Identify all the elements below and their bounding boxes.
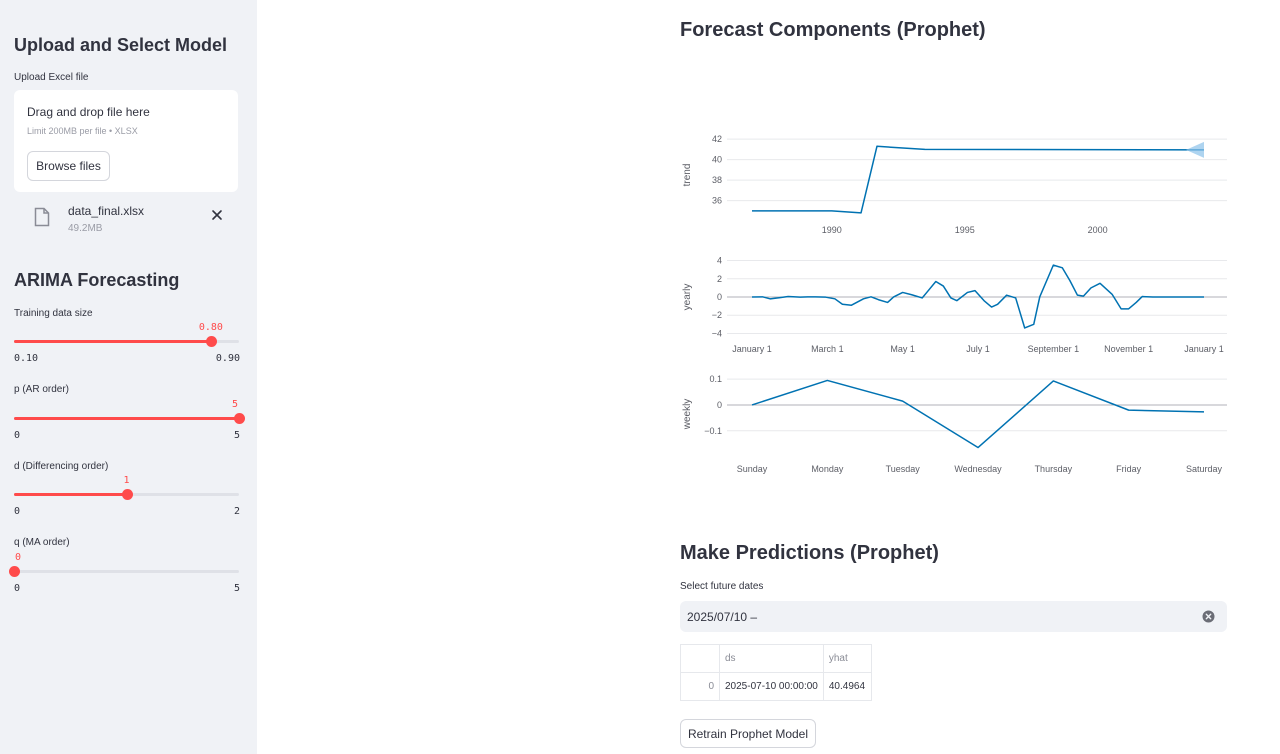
y-tick-label: 0 (717, 292, 722, 302)
x-tick-label: September 1 (1028, 344, 1080, 354)
y-axis-label: yearly (682, 284, 693, 311)
series-line (752, 145, 1205, 214)
d-order-slider[interactable]: 1 0 2 (14, 475, 240, 518)
upload-label: Upload Excel file (14, 72, 89, 83)
slider-value: 1 (123, 475, 130, 486)
browse-files-button[interactable]: Browse files (27, 151, 110, 181)
slider-label-d: d (Differencing order) (14, 461, 109, 472)
slider-fill (14, 417, 239, 420)
table-cell: 0 (680, 672, 720, 701)
x-tick-label: 1990 (822, 225, 842, 235)
y-tick-label: 0.1 (709, 374, 722, 384)
column-header (680, 644, 720, 673)
x-tick-label: Wednesday (954, 464, 1002, 474)
slider-min: 0 (14, 506, 21, 517)
dates-label: Select future dates (680, 581, 764, 592)
x-tick-label: March 1 (811, 344, 844, 354)
date-input-value: 2025/07/10 – (687, 610, 758, 624)
y-axis-label: weekly (682, 399, 693, 431)
slider-thumb[interactable] (205, 336, 217, 347)
predictions-table: ds yhat 0 2025-07-10 00:00:00 40.4964 (680, 644, 872, 701)
y-tick-label: 0 (717, 400, 722, 410)
table-row: 0 2025-07-10 00:00:00 40.4964 (680, 672, 872, 701)
slider-label-q: q (MA order) (14, 537, 70, 548)
x-tick-label: Tuesday (886, 464, 921, 474)
x-tick-label: January 1 (732, 344, 772, 354)
x-tick-label: November 1 (1104, 344, 1153, 354)
dropzone-limit: Limit 200MB per file • XLSX (27, 126, 138, 136)
x-tick-label: Saturday (1186, 464, 1223, 474)
y-tick-label: 2 (717, 274, 722, 284)
slider-thumb[interactable] (9, 566, 20, 577)
slider-min: 0.10 (14, 353, 39, 364)
forecast-components-chart: 36 38 40 42 trend 1990 1995 2000 −4 −2 0 2 4 yearly Ja… (682, 134, 1227, 474)
table-cell: 2025-07-10 00:00:00 (719, 672, 824, 701)
uploaded-file-size: 49.2MB (68, 223, 103, 234)
x-tick-label: January 1 (1184, 344, 1224, 354)
x-tick-label: Thursday (1035, 464, 1073, 474)
arima-heading: ARIMA Forecasting (14, 270, 180, 290)
slider-max: 2 (233, 506, 240, 517)
remove-file-close-icon[interactable] (210, 208, 224, 222)
table-header-row: ds yhat (680, 644, 872, 673)
slider-max: 5 (233, 430, 240, 441)
y-tick-label: −0.1 (704, 426, 722, 436)
training-size-slider[interactable]: 0.80 0.10 0.90 (14, 322, 240, 365)
slider-min: 0 (14, 583, 21, 594)
series-line (751, 264, 1204, 329)
dropzone-title: Drag and drop file here (27, 105, 150, 119)
x-tick-label: Sunday (737, 464, 768, 474)
x-tick-label: Friday (1116, 464, 1142, 474)
y-tick-label: 4 (717, 256, 722, 266)
uncertainty-band (1186, 141, 1204, 158)
x-tick-label: May 1 (890, 344, 915, 354)
predictions-heading: Make Predictions (Prophet) (680, 542, 939, 564)
slider-fill (14, 340, 211, 343)
slider-min: 0 (14, 430, 21, 441)
y-tick-label: 40 (712, 155, 722, 165)
y-tick-label: −4 (712, 328, 722, 338)
file-icon (34, 207, 50, 227)
slider-fill (14, 493, 127, 496)
y-tick-label: 38 (712, 175, 722, 185)
slider-max: 5 (233, 583, 240, 594)
column-header: yhat (822, 644, 872, 673)
upload-heading: Upload and Select Model (14, 35, 228, 55)
slider-value: 0.80 (198, 322, 223, 333)
file-dropzone[interactable]: Drag and drop file here Limit 200MB per … (14, 90, 238, 192)
y-tick-label: −2 (712, 310, 722, 320)
column-header: ds (719, 644, 824, 673)
slider-thumb[interactable] (121, 489, 133, 500)
x-tick-label: 1995 (955, 225, 975, 235)
p-order-slider[interactable]: 5 0 5 (14, 399, 245, 442)
y-tick-label: 42 (712, 134, 722, 144)
components-heading: Forecast Components (Prophet) (680, 19, 986, 41)
future-dates-input[interactable]: 2025/07/10 – (680, 601, 1227, 632)
slider-max: 0.90 (215, 353, 240, 364)
slider-value: 0 (14, 552, 22, 563)
slider-value: 5 (231, 399, 239, 410)
y-tick-label: 36 (712, 196, 722, 206)
slider-track (14, 570, 239, 573)
clear-icon[interactable] (1202, 610, 1215, 623)
series-line (751, 379, 1205, 449)
x-tick-label: 2000 (1088, 225, 1108, 235)
slider-thumb[interactable] (234, 413, 245, 424)
slider-label-training: Training data size (14, 308, 93, 319)
x-tick-label: July 1 (966, 344, 990, 354)
q-order-slider[interactable]: 0 0 5 (9, 552, 240, 595)
uploaded-file-name: data_final.xlsx (68, 204, 145, 218)
y-axis-label: trend (682, 164, 693, 187)
retrain-button[interactable]: Retrain Prophet Model (680, 719, 816, 748)
sidebar: Upload and Select Model Upload Excel fil… (0, 0, 257, 754)
x-tick-label: Monday (811, 464, 844, 474)
slider-label-p: p (AR order) (14, 384, 70, 395)
table-cell: 40.4964 (822, 672, 872, 701)
